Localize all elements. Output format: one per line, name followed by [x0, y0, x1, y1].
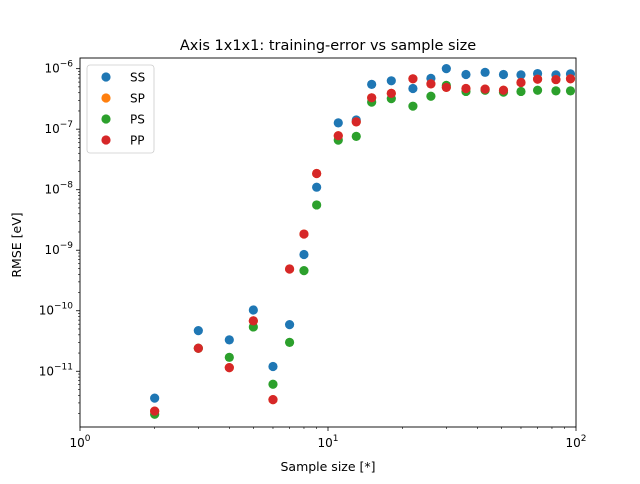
data-point-ss — [516, 70, 526, 80]
y-tick-label: 10−11 — [39, 362, 73, 378]
data-point-ps — [312, 200, 322, 210]
data-point-pp — [284, 264, 295, 274]
data-point-ss — [299, 249, 309, 260]
data-point-pp — [268, 395, 278, 405]
x-tick-label: 102 — [565, 434, 586, 450]
data-point-ps — [351, 131, 361, 141]
data-point-pp — [532, 74, 543, 84]
data-point-pp — [461, 83, 471, 94]
y-axis-label: RMSE [eV] — [9, 212, 24, 277]
data-point-pp — [516, 77, 526, 88]
data-point-ps — [426, 91, 436, 101]
data-point-pp — [441, 82, 451, 93]
legend-label-ps: PS — [130, 113, 145, 127]
data-point-ss — [193, 325, 203, 336]
y-tick-label: 10−6 — [44, 60, 73, 76]
data-point-ps — [224, 352, 234, 362]
legend-label-ss: SS — [130, 71, 145, 85]
data-point-ss — [333, 118, 343, 128]
data-point-pp — [193, 343, 203, 353]
legend-marker-pp — [101, 135, 111, 145]
legend-marker-ps — [101, 114, 111, 124]
y-tick-label: 10−10 — [39, 302, 74, 318]
data-point-ss — [312, 182, 322, 192]
data-point-ps — [408, 101, 418, 111]
x-tick-label: 100 — [69, 434, 90, 450]
data-point-ss — [498, 69, 509, 80]
legend-box — [86, 64, 155, 154]
data-point-ss — [224, 335, 234, 345]
y-tick-label: 10−8 — [44, 181, 73, 197]
data-point-ps — [299, 266, 309, 276]
data-point-pp — [498, 85, 509, 95]
data-point-pp — [150, 406, 160, 416]
data-point-pp — [408, 74, 418, 84]
x-tick-label: 101 — [317, 434, 338, 450]
data-point-ss — [461, 69, 471, 80]
x-axis-label: Sample size [*] — [280, 459, 375, 474]
data-point-pp — [480, 84, 490, 94]
data-point-pp — [299, 229, 309, 239]
data-point-ss — [408, 83, 418, 94]
data-point-ps — [551, 86, 561, 96]
legend-marker-sp — [101, 93, 111, 103]
data-point-pp — [224, 363, 234, 373]
data-point-pp — [426, 79, 436, 89]
legend-label-pp: PP — [130, 134, 144, 148]
data-point-ss — [441, 64, 451, 74]
data-point-ps — [532, 85, 543, 95]
y-tick-label: 10−7 — [44, 120, 73, 136]
data-point-ps — [284, 337, 295, 347]
data-point-ss — [480, 67, 490, 77]
data-point-ss — [386, 76, 396, 86]
legend-label-sp: SP — [130, 92, 145, 106]
data-point-pp — [551, 74, 561, 85]
data-point-pp — [312, 168, 322, 179]
y-tick-label: 10−9 — [44, 241, 73, 257]
data-point-pp — [333, 131, 343, 141]
legend: SS SP PS PP — [86, 64, 155, 154]
data-point-pp — [565, 74, 576, 84]
data-point-ps — [565, 86, 576, 96]
data-point-pp — [248, 316, 258, 326]
data-point-ps — [268, 379, 278, 389]
data-point-ss — [248, 305, 258, 315]
legend-marker-ss — [101, 72, 111, 82]
plot-area: 100 101 102 10−11 10−10 10−9 10−8 10−7 10−6 SS SP P… — [39, 57, 587, 450]
data-point-pp — [367, 93, 377, 103]
data-point-ss — [284, 320, 295, 330]
data-point-pp — [386, 88, 396, 99]
series-pp — [150, 74, 576, 416]
data-point-ss — [150, 393, 160, 403]
data-point-ss — [367, 79, 377, 89]
data-point-pp — [351, 117, 361, 127]
data-point-ss — [268, 361, 278, 372]
chart-title: Axis 1x1x1: training-error vs sample siz… — [180, 38, 476, 54]
data-point-ps — [516, 86, 526, 97]
